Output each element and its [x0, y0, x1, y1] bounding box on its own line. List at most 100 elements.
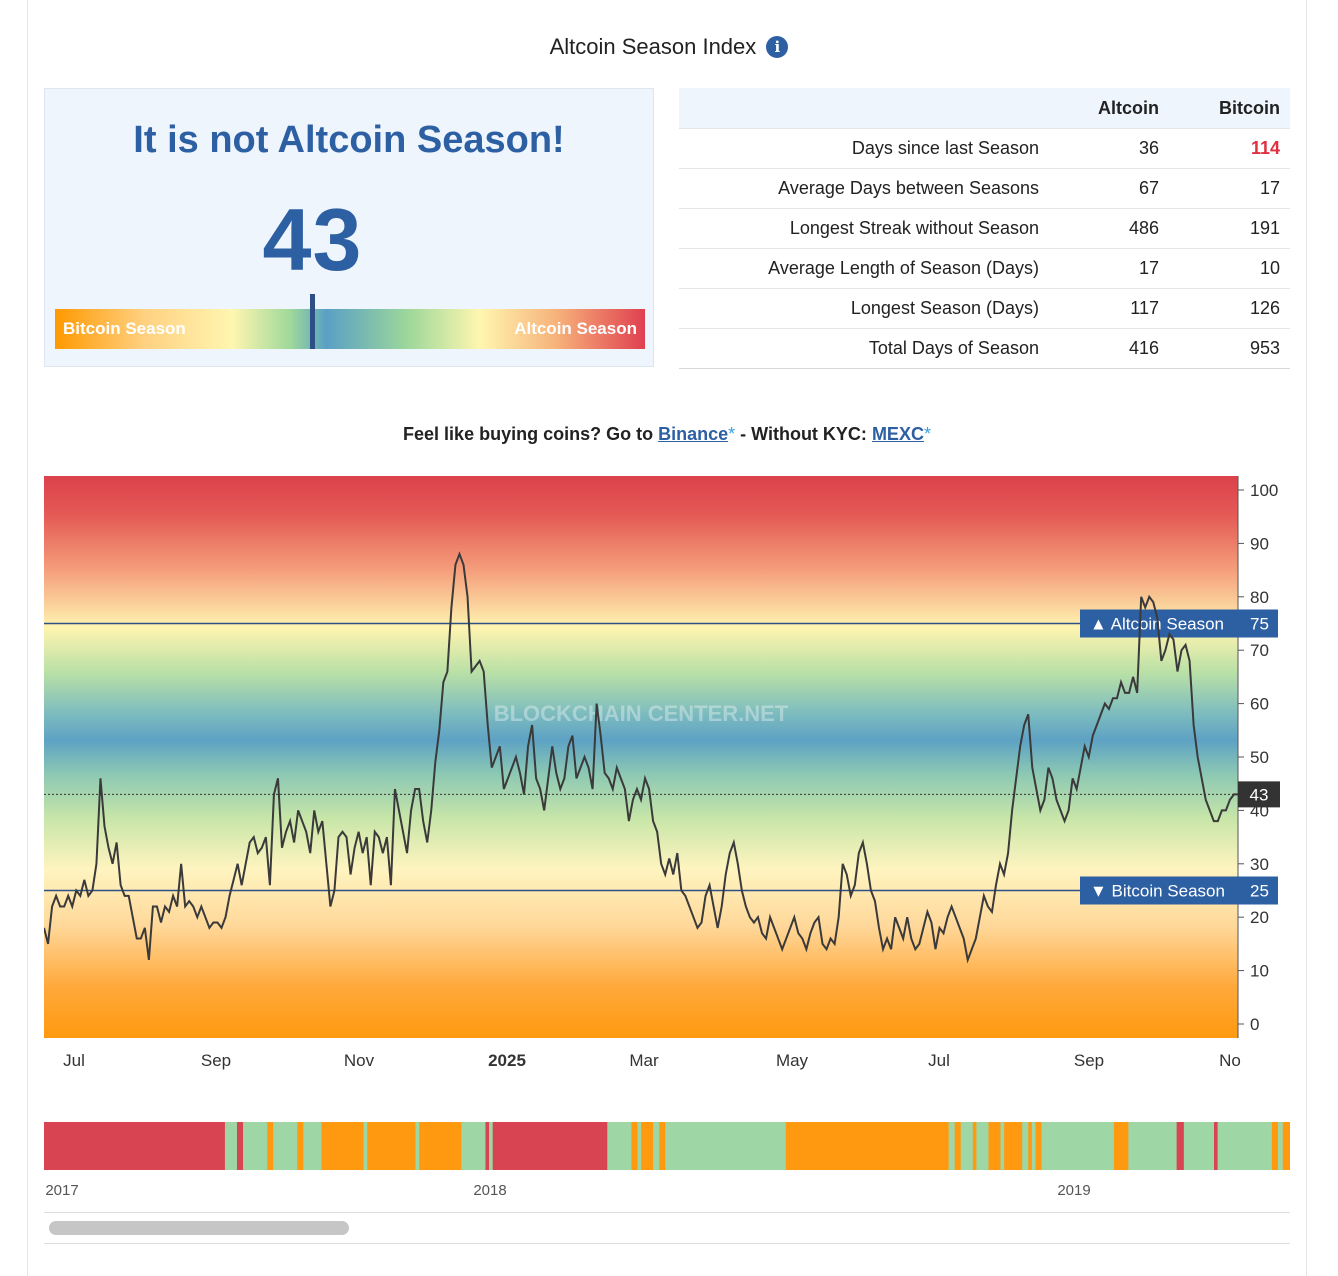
season-gauge: Bitcoin Season Altcoin Season: [55, 294, 645, 349]
stats-row-altcoin: 36: [1069, 128, 1169, 169]
navigator-scrollbar[interactable]: [44, 1212, 1290, 1244]
stats-row-bitcoin: 114: [1169, 128, 1290, 169]
season-stats-table: Altcoin Bitcoin Days since last Season 3…: [679, 88, 1290, 369]
stats-row-bitcoin: 17: [1169, 168, 1290, 209]
stats-row-altcoin: 67: [1069, 168, 1169, 209]
scrollbar-thumb[interactable]: [49, 1221, 349, 1235]
page-title: Altcoin Season Index i: [0, 34, 1338, 60]
navigator-segment: [948, 1122, 955, 1170]
stats-row-label: Longest Streak without Season: [679, 208, 1069, 249]
navigator-segment: [1000, 1122, 1005, 1170]
stats-row-label: Longest Season (Days): [679, 288, 1069, 329]
x-tick-label: 2025: [488, 1051, 526, 1070]
navigator-segment: [267, 1122, 274, 1170]
y-tick-label: 90: [1250, 534, 1269, 553]
x-tick-label: Jul: [928, 1051, 950, 1070]
y-axis-area: [1238, 476, 1290, 1038]
navigator-segment: [1035, 1122, 1042, 1170]
table-row: Days since last Season 36 114: [679, 128, 1290, 169]
y-tick-label: 80: [1250, 588, 1269, 607]
x-axis-ticks: Jul Sep Nov 2025 Mar May Jul Sep No: [63, 1051, 1241, 1070]
navigator-segment: [631, 1122, 638, 1170]
binance-link[interactable]: Binance: [658, 424, 729, 444]
mexc-link[interactable]: MEXC: [871, 424, 924, 444]
navigator-segment: [419, 1122, 462, 1170]
stats-row-label: Average Days between Seasons: [679, 168, 1069, 209]
y-tick-label: 30: [1250, 855, 1269, 874]
navigator-segment: [1183, 1122, 1215, 1170]
table-row: Average Length of Season (Days) 17 10: [679, 248, 1290, 289]
x-tick-label: Nov: [344, 1051, 375, 1070]
stats-row-altcoin: 17: [1069, 248, 1169, 289]
stats-header-row: Altcoin Bitcoin: [679, 88, 1290, 129]
navigator-segment: [641, 1122, 654, 1170]
table-row: Average Days between Seasons 67 17: [679, 168, 1290, 209]
stats-header-label: [679, 88, 1069, 129]
y-tick-label: 70: [1250, 641, 1269, 660]
table-row: Total Days of Season 416 953: [679, 328, 1290, 369]
navigator-segment: [1282, 1122, 1290, 1170]
table-row: Longest Season (Days) 117 126: [679, 288, 1290, 329]
table-row: Longest Streak without Season 486 191: [679, 208, 1290, 249]
altcoin-season-chart: BLOCKCHAIN CENTER.NET 010203040506070809…: [44, 476, 1290, 1070]
gauge-bitcoin-label: Bitcoin Season: [63, 319, 186, 338]
page-frame: [27, 0, 1307, 1276]
navigator-segment: [1176, 1122, 1185, 1170]
season-index-value: 43: [262, 190, 363, 289]
binance-star: *: [728, 424, 736, 444]
threshold-value: 75: [1250, 615, 1269, 634]
navigator-segment: [1031, 1122, 1036, 1170]
navigator-segment: [415, 1122, 420, 1170]
navigator-segment: [243, 1122, 268, 1170]
navigator-segment: [363, 1122, 368, 1170]
stats-row-altcoin: 486: [1069, 208, 1169, 249]
series-layer: [44, 551, 1238, 964]
navigator-segment: [273, 1122, 298, 1170]
promo-banner: Feel like buying coins? Go to Binance* -…: [0, 424, 1334, 445]
x-tick-label: No: [1219, 1051, 1241, 1070]
navigator-segments: [44, 1122, 1290, 1170]
navigator-segment: [659, 1122, 666, 1170]
promo-middle-text: - Without KYC:: [735, 424, 872, 444]
stats-row-label: Average Length of Season (Days): [679, 248, 1069, 289]
stats-row-bitcoin: 191: [1169, 208, 1290, 249]
gauge-altcoin-label: Altcoin Season: [514, 319, 637, 338]
threshold-badge: [1080, 876, 1278, 905]
navigator-segment: [653, 1122, 660, 1170]
stats-row-bitcoin: 126: [1169, 288, 1290, 329]
navigator-segment: [954, 1122, 962, 1170]
x-tick-label: Jul: [63, 1051, 85, 1070]
promo-text: Feel like buying coins? Go to: [403, 424, 659, 444]
navigator-segment: [297, 1122, 304, 1170]
timeline-navigator[interactable]: 2017 2018 2019: [44, 1122, 1290, 1202]
stats-row-bitcoin: 10: [1169, 248, 1290, 289]
navigator-segment: [665, 1122, 787, 1170]
threshold-badge: [1080, 609, 1278, 638]
navigator-segment: [976, 1122, 989, 1170]
navigator-segment: [492, 1122, 608, 1170]
navigator-segment: [637, 1122, 642, 1170]
current-value-badge: [1238, 781, 1280, 808]
y-tick-label: 20: [1250, 908, 1269, 927]
navigator-segment: [485, 1122, 490, 1170]
navigator-segment: [1022, 1122, 1029, 1170]
navigator-segment: [1277, 1122, 1284, 1170]
navigator-segment: [1004, 1122, 1023, 1170]
stats-row-altcoin: 416: [1069, 328, 1169, 369]
current-value-label: 43: [1250, 785, 1269, 804]
navigator-segment: [1271, 1122, 1279, 1170]
navigator-segment: [367, 1122, 416, 1170]
navigator-segment: [224, 1122, 238, 1170]
threshold-lines: ▲ Altcoin Season 75▼ Bitcoin Season 25: [44, 609, 1278, 905]
chart-background: [44, 476, 1238, 1038]
mexc-star: *: [923, 424, 931, 444]
x-tick-label: May: [776, 1051, 809, 1070]
navigator-segment: [236, 1122, 244, 1170]
navigator-segment: [960, 1122, 974, 1170]
navigator-segment: [1028, 1122, 1033, 1170]
x-tick-label: Sep: [201, 1051, 231, 1070]
stats-header-bitcoin: Bitcoin: [1169, 88, 1290, 129]
season-headline: It is not Altcoin Season!: [133, 119, 565, 161]
navigator-segment: [607, 1122, 632, 1170]
info-icon[interactable]: i: [766, 36, 789, 58]
